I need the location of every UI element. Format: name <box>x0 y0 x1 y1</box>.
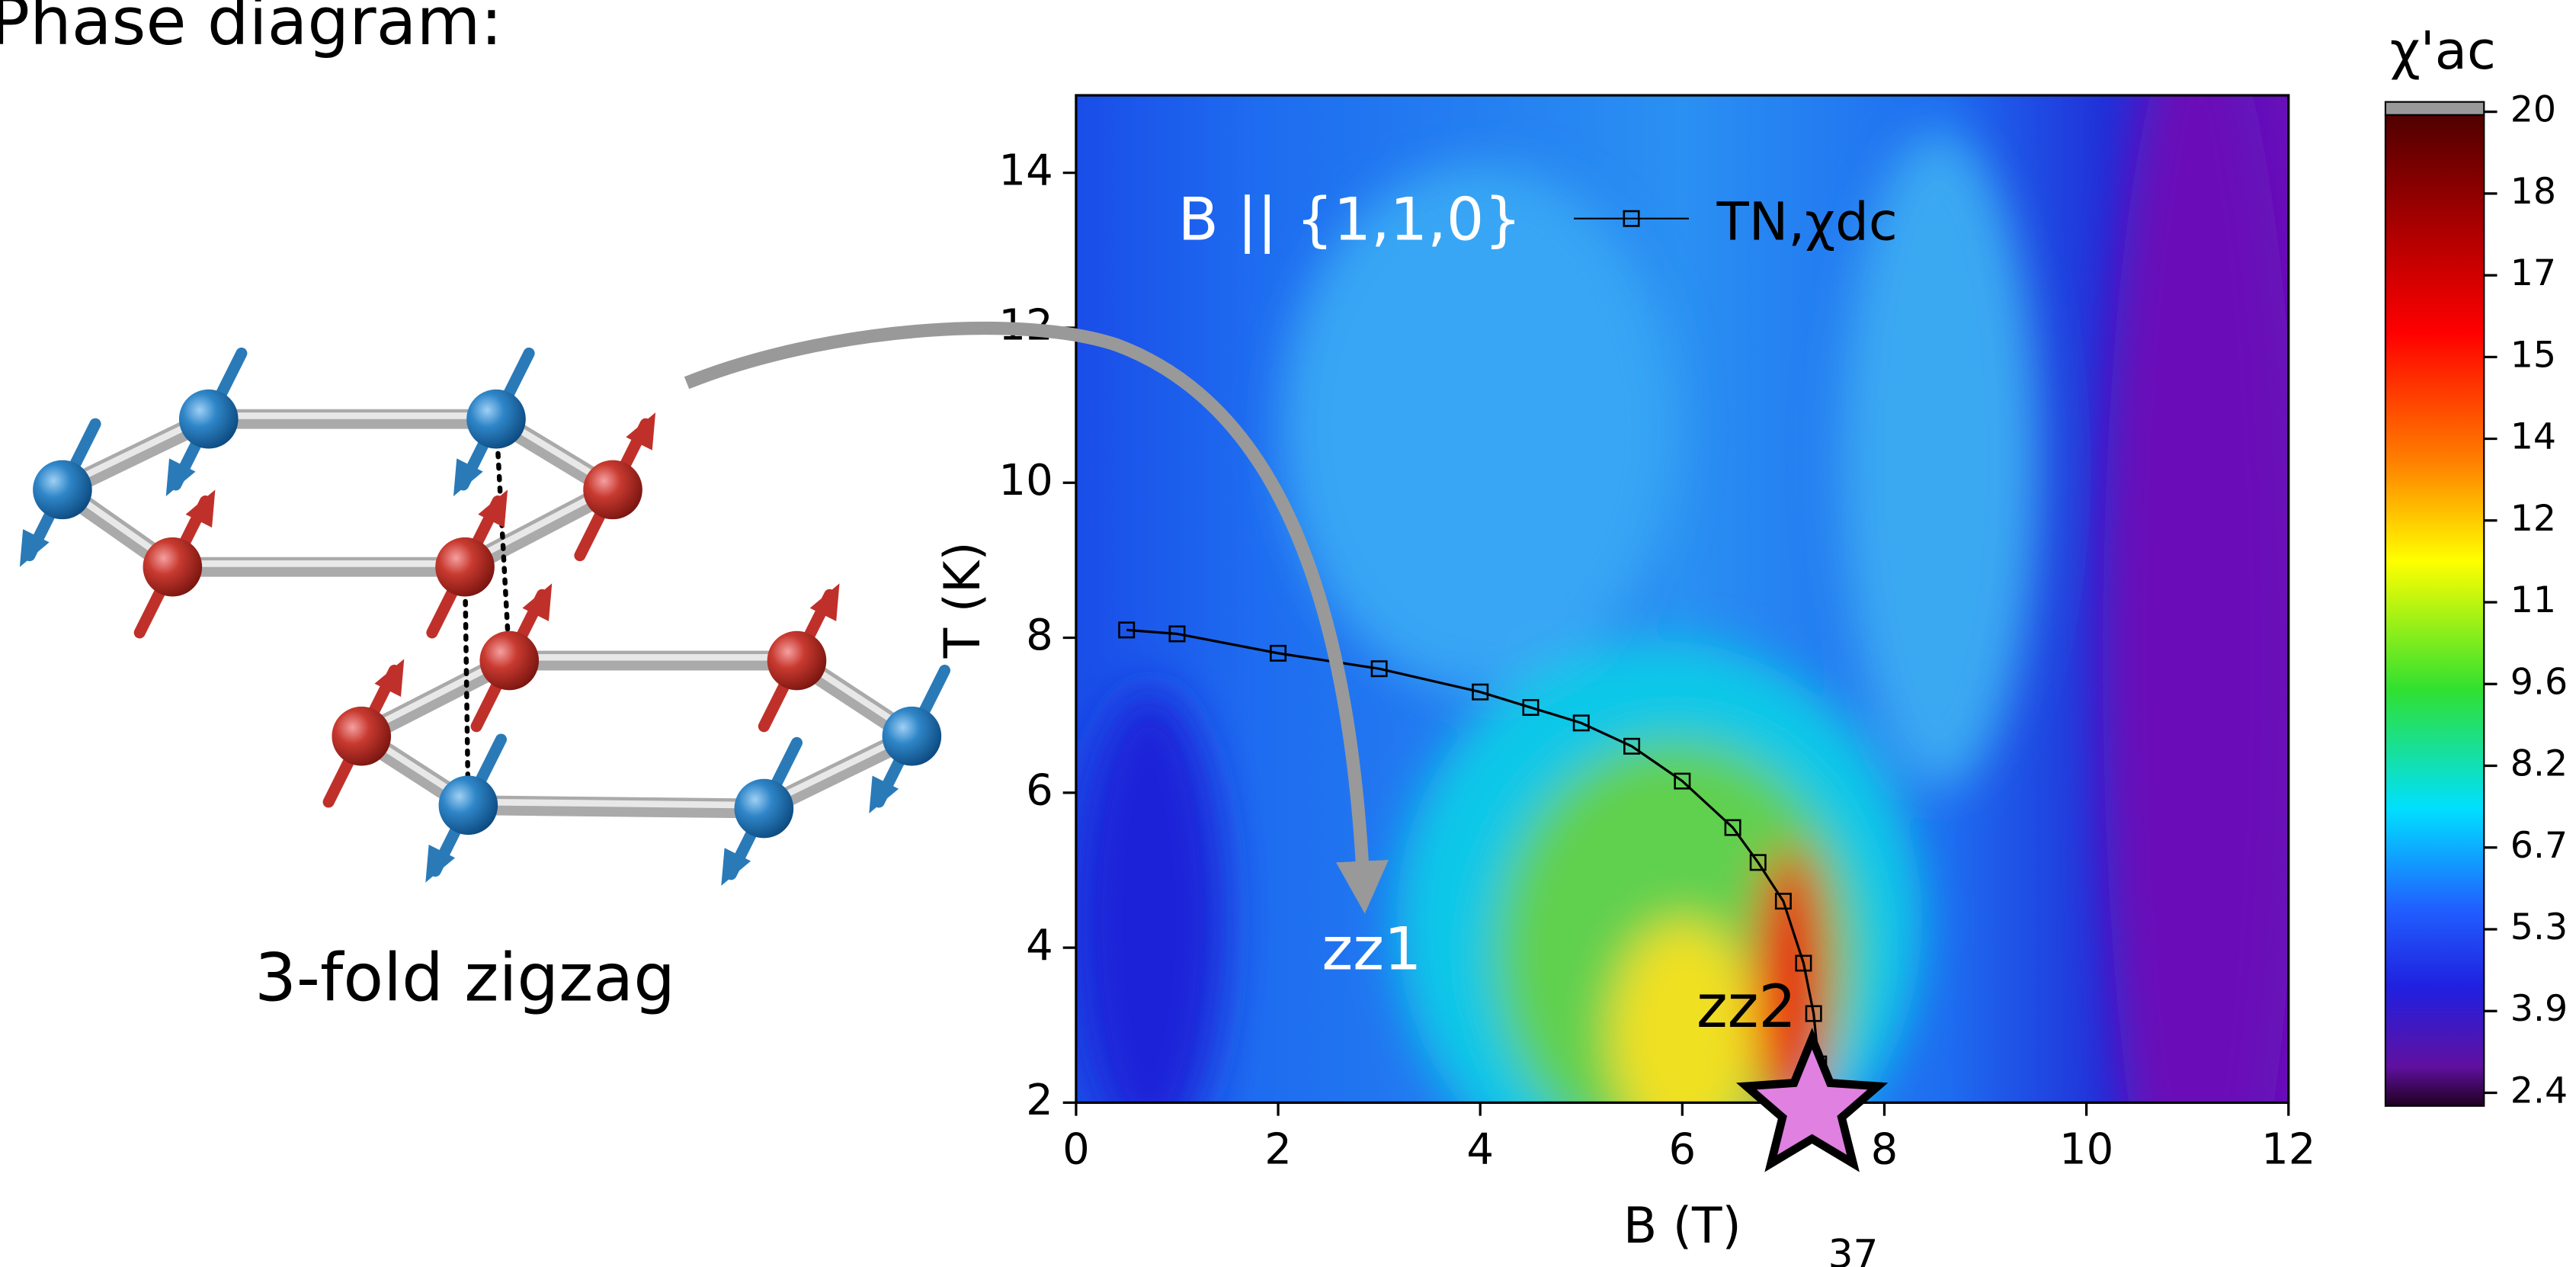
y-axis-label: T (K) <box>934 541 992 659</box>
series-line <box>1126 628 1820 1064</box>
colorbar-tick-label: 17 <box>2510 252 2556 294</box>
region-label: zz2 <box>1697 973 1796 1041</box>
y-tick-label: 8 <box>1026 611 1053 660</box>
colorbar-tick-label: 20 <box>2510 89 2556 131</box>
marker <box>1472 683 1489 701</box>
colorbar-tick-label: 9.6 <box>2510 661 2568 703</box>
y-tick-label: 14 <box>998 146 1053 195</box>
marker <box>1805 1005 1822 1022</box>
marker <box>1674 772 1691 790</box>
legend-marker <box>1623 210 1640 227</box>
page-number: 37 <box>1828 1232 1879 1267</box>
marker <box>1724 819 1741 836</box>
x-tick-label: 6 <box>1669 1125 1697 1175</box>
colorbar-tick-label: 6.7 <box>2510 825 2568 867</box>
marker <box>1168 625 1186 643</box>
legend-label: TN,χdc <box>1716 191 1898 252</box>
marker <box>1795 954 1812 972</box>
colorbar-tick-label: 14 <box>2510 416 2556 458</box>
x-tick-label: 2 <box>1264 1125 1292 1175</box>
colorbar-tick-label: 3.9 <box>2510 988 2568 1030</box>
structure-drawing <box>19 347 951 886</box>
marker <box>1270 644 1287 662</box>
region-label: zz1 <box>1322 916 1422 984</box>
colorbar-tick-label: 15 <box>2510 334 2556 376</box>
marker <box>1749 854 1767 871</box>
x-tick-label: 12 <box>2261 1125 2315 1175</box>
marker <box>1623 737 1641 755</box>
x-tick-label: 0 <box>1062 1125 1090 1175</box>
marker <box>1370 660 1388 678</box>
y-tick-label: 10 <box>998 456 1053 505</box>
y-tick-label: 4 <box>1026 921 1053 970</box>
x-tick-label: 8 <box>1871 1125 1898 1175</box>
colorbar-cap <box>2384 101 2485 116</box>
structure-label: 3-fold zigzag <box>255 941 675 1017</box>
colorbar-tick-label: 18 <box>2510 171 2556 213</box>
pointer-arrow <box>684 321 1389 914</box>
star <box>1735 1028 1889 1172</box>
annotation: B || {1,1,0} <box>1178 186 1522 255</box>
slide-title: Phase diagram: <box>0 0 502 60</box>
y-tick-label: 6 <box>1026 765 1053 815</box>
marker <box>1572 714 1590 732</box>
colorbar-tick-label: 5.3 <box>2510 906 2568 948</box>
colorbar-tick-label: 8.2 <box>2510 743 2568 785</box>
heatmap <box>1075 95 2289 1103</box>
y-tick-label: 2 <box>1026 1076 1053 1125</box>
marker <box>1522 699 1540 717</box>
colorbar-tick-label: 12 <box>2510 498 2556 540</box>
marker <box>1774 893 1792 910</box>
colorbar-tick-label: 11 <box>2510 579 2556 621</box>
colorbar-title: χ'ac <box>2390 21 2496 82</box>
marker <box>1118 621 1136 639</box>
x-axis-label: B (T) <box>1623 1198 1741 1255</box>
x-tick-label: 10 <box>2059 1125 2113 1175</box>
x-tick-label: 4 <box>1466 1125 1494 1175</box>
colorbar-tick-label: 2.4 <box>2510 1070 2568 1111</box>
colorbar <box>2384 114 2485 1107</box>
